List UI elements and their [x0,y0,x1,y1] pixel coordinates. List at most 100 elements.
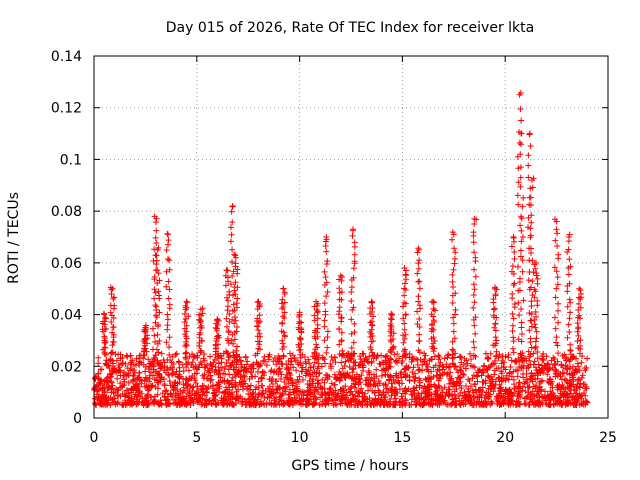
data-point [525,174,532,181]
data-point [142,324,149,331]
data-point [532,385,539,392]
data-point [347,397,354,404]
data-point [155,360,162,367]
data-point [566,296,573,303]
data-point [472,254,479,261]
data-point [232,317,239,324]
data-point [218,359,225,366]
data-point [126,396,133,403]
data-point [166,334,173,341]
data-point [349,366,356,373]
data-point [311,349,318,356]
y-tick-label: 0.04 [51,308,82,324]
data-point [272,400,279,407]
data-point [390,330,397,337]
data-point [429,343,436,350]
data-point [504,393,511,400]
data-point [575,300,582,307]
data-point [572,399,579,406]
data-point [574,338,581,345]
data-point [449,278,456,285]
data-point [575,324,582,331]
data-point [522,401,529,408]
data-point [323,371,330,378]
data-point [382,354,389,361]
data-point [224,297,231,304]
data-point [471,249,478,256]
data-point [203,396,210,403]
data-point [243,368,250,375]
data-point [201,364,208,371]
data-point [490,306,497,313]
data-point [431,337,438,344]
data-point [311,400,318,407]
data-point [224,335,231,342]
data-point [227,390,234,397]
data-point [437,359,444,366]
data-point [401,292,408,299]
data-point [154,331,161,338]
data-point [323,349,330,356]
data-point [230,340,237,347]
data-point [330,389,337,396]
data-point [368,349,375,356]
data-point [110,338,117,345]
data-point [401,366,408,373]
data-point [229,219,236,226]
data-point [450,231,457,238]
data-point [295,341,302,348]
data-point [409,356,416,363]
data-point [532,338,539,345]
data-point [470,352,477,359]
data-point [298,362,305,369]
data-point [436,362,443,369]
data-point [207,377,214,384]
data-point [117,380,124,387]
data-point [205,369,212,376]
data-point [502,353,509,360]
data-point [142,368,149,375]
data-point [451,388,458,395]
data-point [452,290,459,297]
data-point [92,383,99,390]
data-point [285,357,292,364]
data-point [367,401,374,408]
data-point [351,374,358,381]
data-point [172,392,179,399]
data-point [230,301,237,308]
data-point [117,351,124,358]
data-point [346,373,353,380]
data-point [122,392,129,399]
data-point [234,295,241,302]
data-point [298,401,305,408]
data-point [360,351,367,358]
data-point [516,379,523,386]
data-point [214,333,221,340]
data-point [193,370,200,377]
data-point [371,389,378,396]
data-point [318,384,325,391]
data-point [424,376,431,383]
data-point [515,179,522,186]
data-point [525,389,532,396]
x-tick-label: 20 [496,430,514,446]
data-point [500,393,507,400]
data-point [110,295,117,302]
data-point [187,395,194,402]
data-point [197,329,204,336]
data-point [280,352,287,359]
data-point [222,282,229,289]
data-point [416,337,423,344]
data-point [517,213,524,220]
data-point [527,284,534,291]
data-point [166,301,173,308]
data-point [200,375,207,382]
data-point [411,378,418,385]
data-point [337,272,344,279]
data-point [363,356,370,363]
data-point [516,312,523,319]
data-point [239,398,246,405]
chart-title: Day 015 of 2026, Rate Of TEC Index for r… [166,20,534,36]
data-point [339,400,346,407]
data-point [234,392,241,399]
